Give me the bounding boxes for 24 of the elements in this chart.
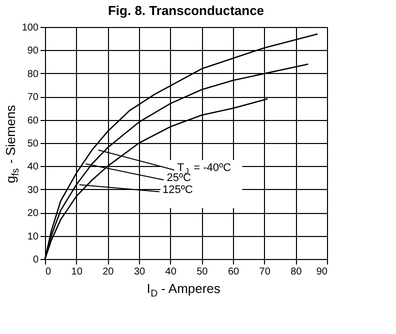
y-tick-label: 50 bbox=[27, 138, 39, 150]
x-tick-label: 60 bbox=[228, 266, 240, 278]
x-tick-label: 40 bbox=[165, 266, 177, 278]
y-tick-label: 80 bbox=[27, 68, 39, 80]
y-tick-label: 60 bbox=[27, 115, 39, 126]
x-tick-label: 80 bbox=[290, 266, 302, 278]
x-tick-label: 20 bbox=[102, 266, 114, 278]
y-tick-label: 40 bbox=[27, 162, 39, 173]
annotation: 125ºC bbox=[162, 184, 193, 196]
y-axis-title: gfs - Siemens bbox=[3, 104, 22, 184]
y-tick-label: 10 bbox=[27, 231, 39, 242]
y-tick-label: 20 bbox=[27, 208, 39, 220]
x-tick-label: 0 bbox=[46, 266, 52, 278]
x-tick-label: 50 bbox=[196, 266, 208, 278]
y-tick-label: 90 bbox=[27, 46, 39, 57]
x-tick-label: 70 bbox=[259, 266, 271, 278]
chart-title: Fig. 8. Transconductance bbox=[108, 3, 264, 18]
x-tick-label: 90 bbox=[316, 266, 328, 278]
y-tick-label: 30 bbox=[27, 184, 39, 196]
x-tick-label: 30 bbox=[134, 266, 146, 278]
y-tick-label: 100 bbox=[22, 22, 39, 34]
y-tick-label: 0 bbox=[32, 254, 39, 266]
y-tick-label: 70 bbox=[27, 92, 39, 104]
x-tick-label: 10 bbox=[71, 266, 83, 278]
